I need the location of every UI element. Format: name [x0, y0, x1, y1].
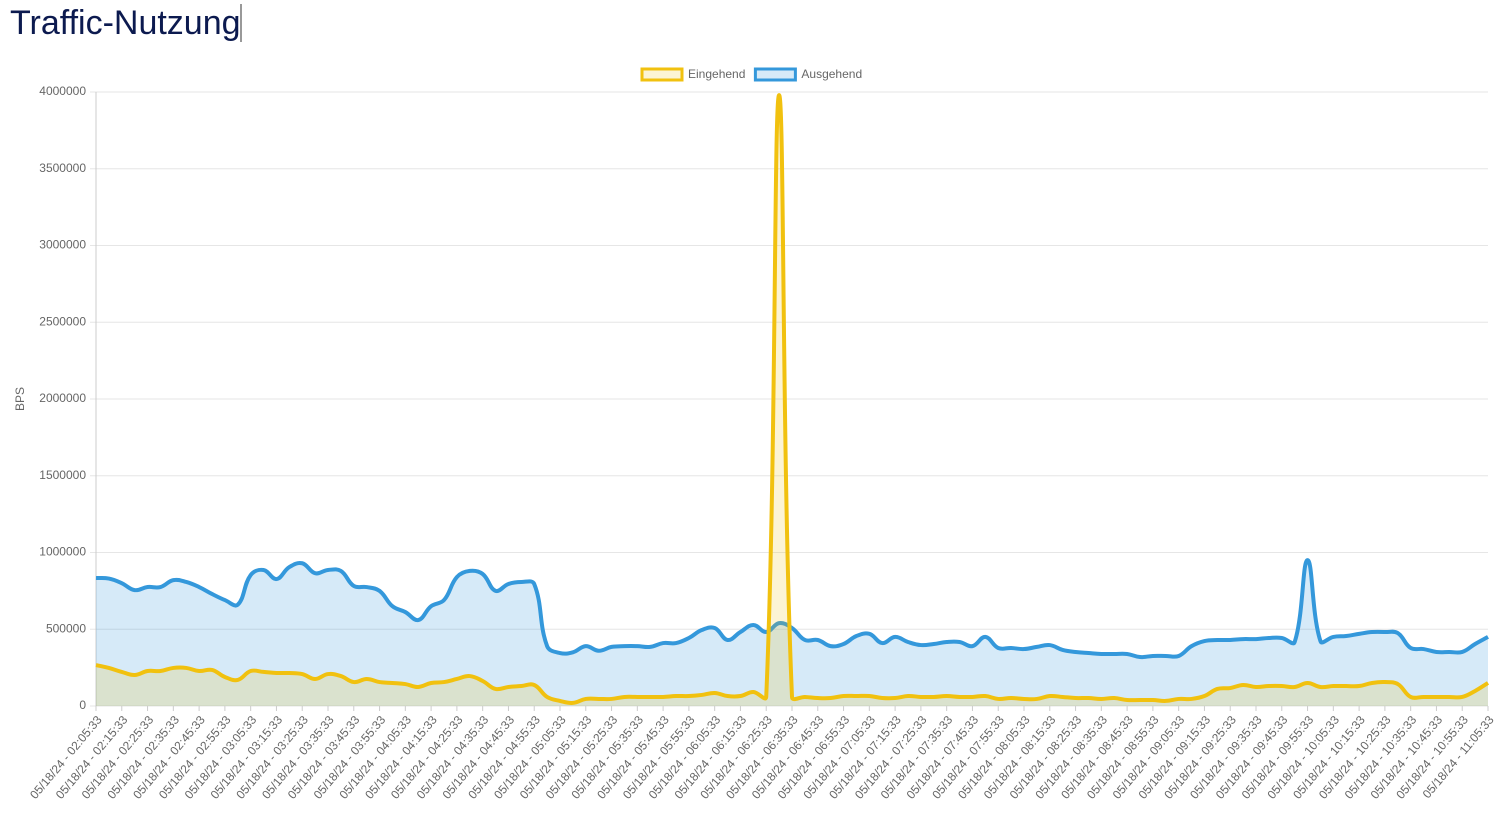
y-tick-label: 500000	[46, 621, 86, 635]
area	[96, 560, 1488, 706]
legend-swatch	[753, 67, 797, 82]
legend-label: Eingehend	[688, 67, 745, 81]
y-axis-label: BPS	[13, 387, 27, 411]
y-tick-label: 3500000	[39, 161, 86, 175]
y-tick-label: 3000000	[39, 238, 86, 252]
y-tick-label: 1500000	[39, 468, 86, 482]
y-tick-label: 2000000	[39, 391, 86, 405]
line	[95, 558, 1489, 660]
line	[95, 93, 1490, 706]
y-tick-label: 4000000	[39, 84, 86, 98]
chart-title: Traffic-Nutzung	[10, 4, 241, 42]
y-tick-label: 1000000	[39, 545, 86, 559]
y-tick-label: 2500000	[39, 314, 86, 328]
y-tick-label: 0	[79, 698, 86, 712]
legend-swatch	[640, 67, 684, 82]
legend-label: Ausgehend	[801, 67, 862, 81]
